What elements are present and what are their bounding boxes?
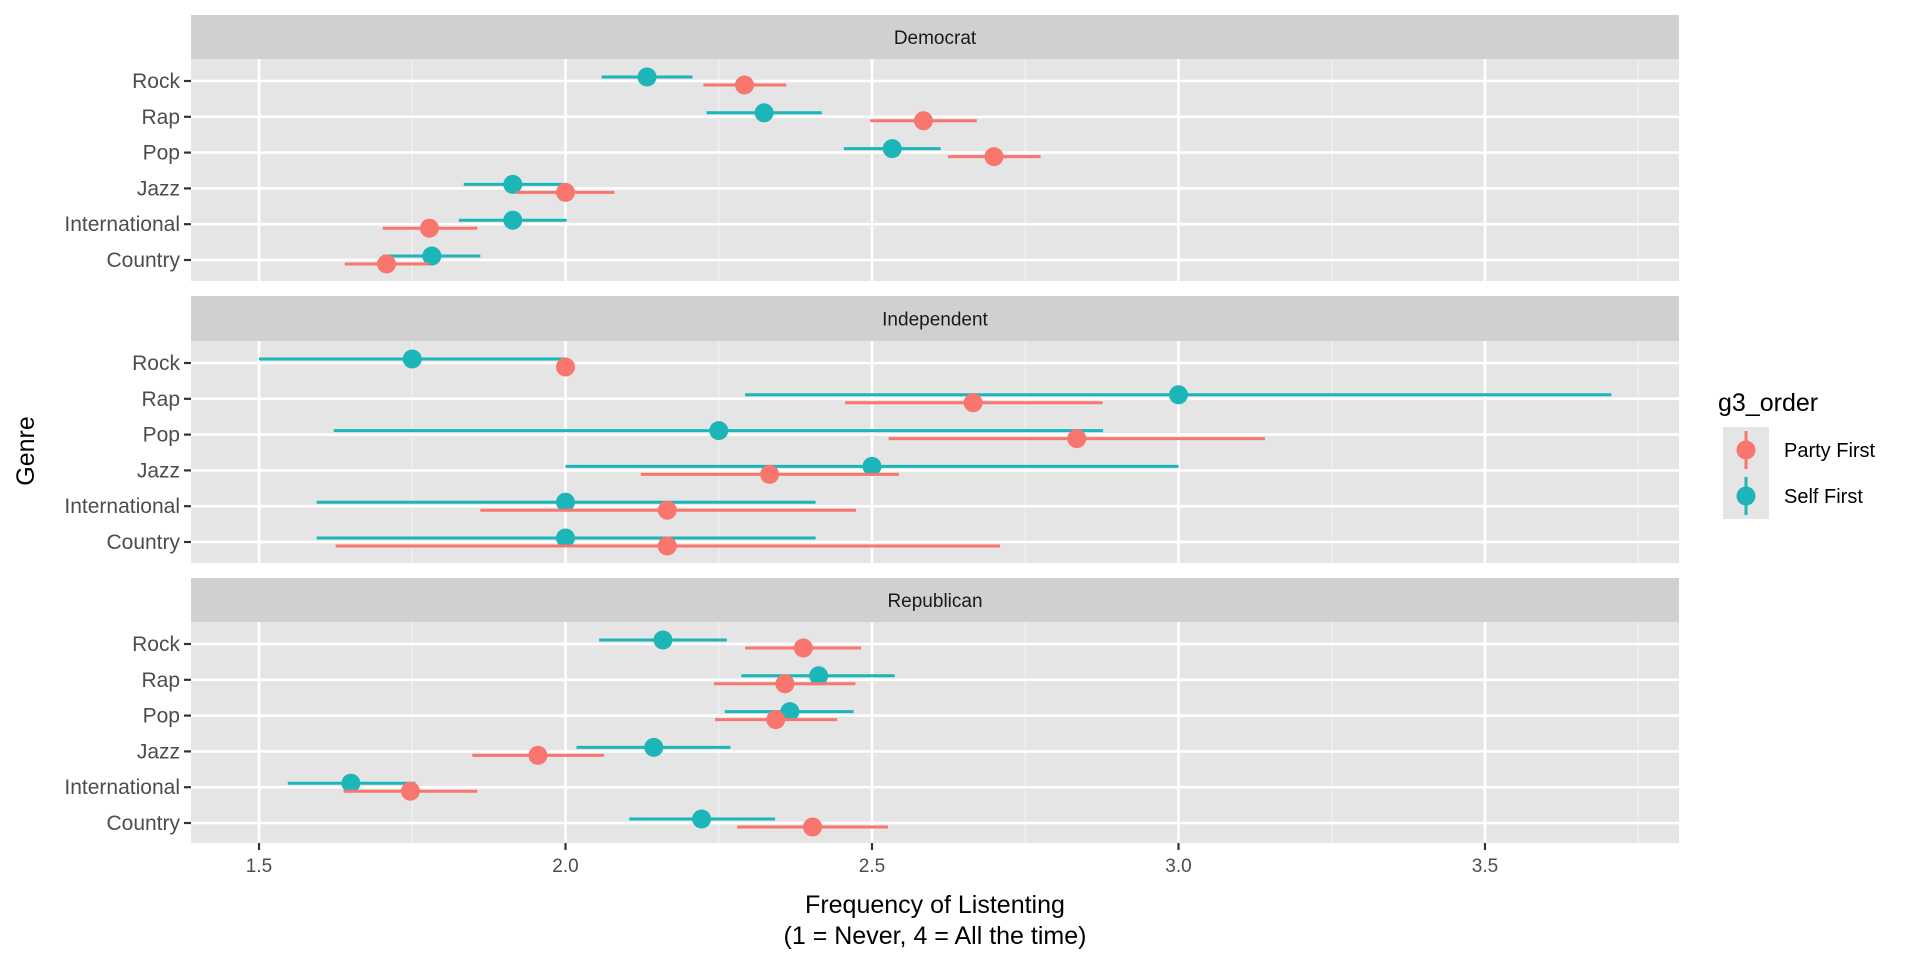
y-tick-label-country: Country [106,249,180,272]
point-pop [1067,429,1087,449]
x-tick-label: 1.5 [246,856,272,877]
y-tick-label-jazz: Jazz [137,740,180,763]
point-rap [913,111,933,131]
point-country [692,809,712,829]
point-rock [653,630,673,650]
y-axis-title: Genre [12,416,40,485]
point-jazz [503,174,523,194]
series-self-first [382,67,941,266]
point-rock [734,75,754,95]
y-tick-label-jazz: Jazz [137,459,180,482]
point-rap [809,666,829,686]
point-jazz [862,456,882,476]
legend-title: g3_order [1718,389,1818,417]
point-country [657,536,677,556]
facet-panels: Democrat Rock Rap Pop Jazz International Count… [64,15,1679,843]
x-axis: 1.5 2.0 2.5 3.0 3.5 [246,843,1498,877]
x-tick-label: 2.5 [859,856,885,877]
point-pop [882,139,902,159]
facet-strip [191,296,1679,341]
panel-background [191,341,1679,563]
point-international [400,781,420,801]
point-jazz [528,745,548,765]
x-axis-title-line-1: Frequency of Listenting [805,891,1065,919]
series-self-first [287,630,895,829]
series-party-first [343,638,888,837]
legend-label-self-first: Self First [1784,486,1863,508]
series-party-first [344,75,1041,274]
y-tick-label-country: Country [106,531,180,554]
point-country [422,246,442,266]
point-jazz [644,737,664,757]
series-party-first [335,357,1265,556]
facet-strip-label: Republican [887,591,982,612]
point-pop [709,421,729,441]
point-rock [793,638,813,658]
point-international [503,210,523,230]
legend-label-party-first: Party First [1784,440,1876,462]
facet-independent: Independent Rock Rap Pop Jazz International Co… [64,296,1679,563]
facet-democrat: Democrat Rock Rap Pop Jazz International Count… [64,15,1679,281]
point-rap [963,393,983,413]
y-tick-label-jazz: Jazz [137,177,180,200]
facet-strip [191,578,1679,622]
point-rap [1169,385,1188,405]
y-tick-label-rap: Rap [141,388,180,411]
y-tick-label-international: International [64,776,180,799]
point-rock [402,349,422,369]
point-jazz [760,464,780,484]
point-international [341,773,361,793]
y-tick-label-international: International [64,213,180,236]
point-pop [766,710,786,730]
x-tick-label: 3.5 [1472,856,1498,877]
point-country [377,254,397,274]
point-international [556,492,575,512]
point-international [657,500,677,520]
y-tick-label-country: Country [106,812,180,835]
y-tick-label-rock: Rock [132,352,180,375]
y-tick-label-rock: Rock [132,70,180,93]
point-rock [637,67,657,87]
legend-key-self-first-point [1736,486,1756,506]
panel-background [191,622,1679,843]
y-tick-label-pop: Pop [143,424,180,447]
point-rap [754,103,774,123]
y-tick-label-rap: Rap [141,669,180,692]
x-tick-label: 2.0 [552,856,578,877]
y-tick-label-pop: Pop [143,142,180,165]
y-tick-label-rap: Rap [141,106,180,129]
facet-strip-label: Independent [882,310,988,331]
point-country [803,817,823,837]
point-international [419,218,439,238]
point-pop [984,147,1004,167]
point-jazz [556,182,575,202]
point-pop [780,702,800,722]
facet-strip-label: Democrat [894,28,977,49]
series-self-first [259,349,1612,548]
panel-background [191,59,1679,281]
y-tick-label-pop: Pop [143,705,180,728]
point-country [556,528,575,548]
legend: g3_order Party First Self First [1718,389,1876,519]
point-rock [556,357,575,377]
x-tick-label: 3.0 [1165,856,1191,877]
legend-key-party-first-point [1736,440,1756,460]
y-tick-label-rock: Rock [132,633,180,656]
point-rap [775,674,795,694]
facet-republican: Republican Rock Rap Pop Jazz International Cou… [64,578,1679,843]
x-axis-title-line-2: (1 = Never, 4 = All the time) [784,922,1087,950]
y-tick-label-international: International [64,495,180,518]
facet-strip [191,15,1679,59]
